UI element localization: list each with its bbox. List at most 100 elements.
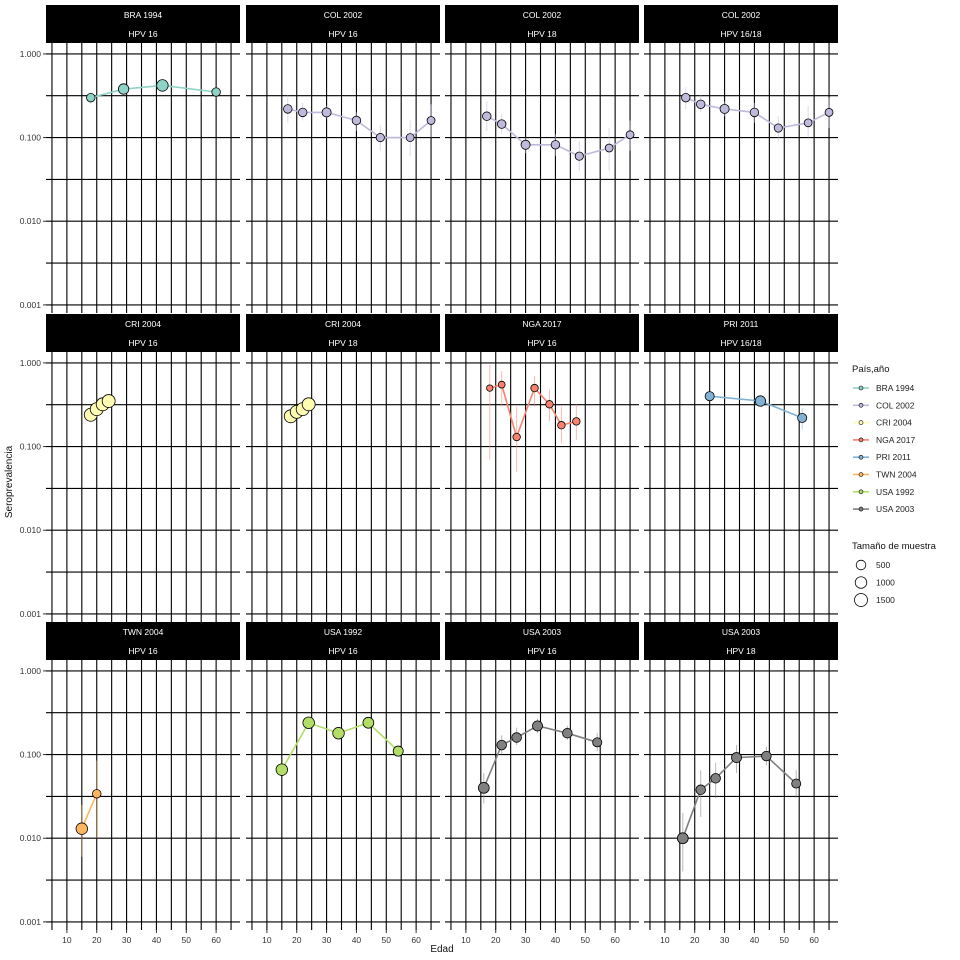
y-tick-label: 0.010 — [20, 216, 42, 226]
data-point — [530, 383, 539, 393]
data-point — [426, 116, 436, 125]
x-tick-label: 60 — [211, 935, 221, 945]
legend-label: USA 1992 — [876, 487, 915, 497]
legend-color-keys: BRA 1994 COL 2002 CRI 2004 NGA 2017 PRI 2011… — [853, 383, 917, 514]
x-tick-label: 10 — [262, 935, 272, 945]
panel-background — [46, 352, 240, 622]
data-point — [497, 119, 507, 129]
data-point — [92, 789, 102, 799]
data-point — [574, 151, 584, 161]
data-point — [761, 750, 772, 762]
y-tick-label: 0.010 — [20, 833, 42, 843]
facet-strip-label-1: COL 2002 — [722, 10, 761, 20]
facet-strip-label-1: CRI 2004 — [325, 319, 361, 329]
legend-key-point — [858, 454, 864, 460]
data-point — [681, 92, 691, 103]
x-tick-label: 50 — [780, 935, 790, 945]
y-tick-label: 1.000 — [20, 666, 42, 676]
panel-background — [445, 660, 639, 930]
facet-strip-label-2: HPV 16 — [527, 646, 557, 656]
facet-strip — [445, 622, 639, 660]
series-line — [81, 793, 98, 830]
data-point — [791, 778, 802, 789]
data-point — [562, 728, 573, 739]
y-tick-label: 0.001 — [20, 300, 42, 310]
facet-strip — [246, 622, 440, 660]
facet-panel: COL 2002 HPV 16 — [246, 5, 440, 313]
data-point — [497, 380, 506, 389]
panel-background — [246, 660, 440, 930]
facet-strip — [46, 622, 240, 660]
panel-background — [246, 352, 440, 622]
data-point — [302, 716, 315, 729]
legend-key-point — [858, 385, 864, 391]
facet-strip — [644, 314, 838, 352]
data-point — [520, 139, 531, 150]
x-tick-label: 50 — [581, 935, 591, 945]
facet-panel: BRA 1994 HPV 16 0.001 0.010 0.100 1.000 — [20, 5, 240, 313]
legend: País,año BRA 1994 COL 2002 CRI 2004 NGA 201… — [852, 364, 937, 607]
legend-size-label: 1000 — [876, 578, 895, 588]
data-point — [532, 720, 543, 732]
x-tick-label: 10 — [461, 935, 471, 945]
x-tick-label: 40 — [352, 935, 362, 945]
panel-background — [445, 43, 639, 313]
facet-strip-label-1: USA 2003 — [722, 627, 761, 637]
x-tick-label: 30 — [521, 935, 531, 945]
facet-panel: TWN 2004 HPV 16 0.001 0.010 0.100 1.000 10 20 30… — [20, 622, 240, 945]
facet-strip-label-1: COL 2002 — [324, 10, 363, 20]
legend-key-point — [858, 437, 864, 443]
x-tick-label: 40 — [551, 935, 561, 945]
facet-strip-label-2: HPV 16 — [128, 338, 158, 348]
data-point — [592, 737, 603, 748]
legend-size-item: 1000 — [854, 576, 895, 589]
legend-key-point — [858, 506, 864, 512]
data-point — [604, 143, 614, 153]
legend-size-title: Tamaño de muestra — [852, 541, 937, 552]
y-tick-label: 1.000 — [20, 49, 42, 59]
legend-label: BRA 1994 — [876, 383, 915, 393]
facet-strip-label-1: CRI 2004 — [125, 319, 161, 329]
x-tick-label: 10 — [62, 935, 72, 945]
x-tick-label: 50 — [182, 935, 192, 945]
y-tick-label: 1.000 — [20, 358, 42, 368]
facet-panel: PRI 2011 HPV 16/18 — [644, 314, 838, 622]
data-point — [773, 123, 783, 133]
data-point — [550, 140, 561, 150]
data-point — [301, 397, 316, 412]
data-point — [511, 732, 522, 743]
facet-strip-label-1: TWN 2004 — [123, 627, 164, 637]
data-point — [754, 395, 767, 407]
legend-size-label: 500 — [876, 560, 890, 570]
x-tick-label: 50 — [382, 935, 392, 945]
legend-item: TWN 2004 — [853, 470, 917, 480]
x-tick-label: 20 — [92, 935, 102, 945]
data-point — [797, 412, 808, 423]
facet-strip — [445, 314, 639, 352]
y-tick-label: 0.010 — [20, 525, 42, 535]
facet-panel: CRI 2004 HPV 18 — [246, 314, 440, 622]
facet-strip — [46, 5, 240, 43]
y-axis-title: Seroprevalencia — [4, 445, 15, 518]
facet-strip-label-2: HPV 18 — [527, 29, 557, 39]
facet-strip-label-1: PRI 2011 — [724, 319, 759, 329]
panel-background — [445, 352, 639, 622]
data-point — [482, 111, 492, 121]
legend-key-point — [858, 489, 864, 495]
legend-label: USA 2003 — [876, 504, 915, 514]
data-point — [749, 107, 760, 118]
facet-strip — [644, 5, 838, 43]
x-tick-label: 40 — [152, 935, 162, 945]
y-tick-label: 0.100 — [20, 750, 42, 760]
data-point — [486, 384, 494, 392]
facet-strip-label-2: HPV 16 — [328, 646, 358, 656]
x-tick-label: 60 — [809, 935, 819, 945]
legend-label: COL 2002 — [876, 400, 915, 410]
legend-size-keys: 500 1000 1500 — [854, 559, 895, 607]
x-tick-label: 20 — [292, 935, 302, 945]
y-tick-label: 0.001 — [20, 917, 42, 927]
data-point — [676, 832, 689, 845]
data-point — [496, 739, 507, 751]
legend-item: CRI 2004 — [853, 418, 912, 428]
facet-strip-label-2: HPV 16 — [328, 29, 358, 39]
